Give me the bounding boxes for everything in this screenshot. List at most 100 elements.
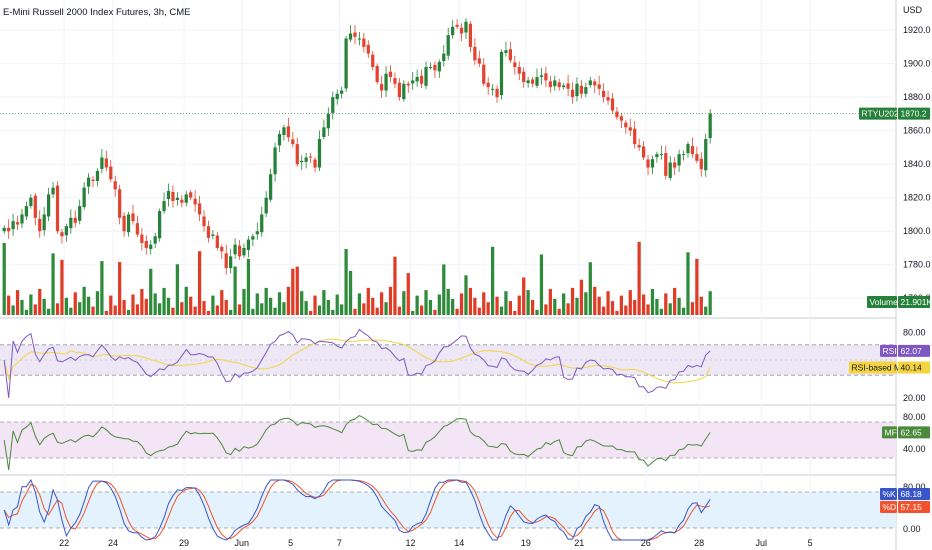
candle-body bbox=[86, 177, 91, 187]
volume-bar bbox=[593, 286, 597, 315]
volume-bar bbox=[610, 301, 615, 315]
candle-body bbox=[162, 201, 166, 212]
candle-body bbox=[397, 82, 401, 98]
mf-name-tag-bg bbox=[882, 426, 897, 439]
candle-body bbox=[313, 159, 317, 168]
volume-bar bbox=[459, 293, 464, 315]
volume-bar bbox=[508, 301, 512, 315]
d-name-tag: %D bbox=[883, 502, 897, 512]
rsi-name-tag: RSI bbox=[883, 346, 897, 356]
volume-bar bbox=[193, 306, 197, 315]
chart-title: E-Mini Russell 2000 Index Futures, 3h, C… bbox=[3, 7, 190, 18]
time-tick-label: Jul bbox=[755, 538, 767, 548]
candle-body bbox=[153, 236, 157, 244]
mf-value-tag: 62.65 bbox=[901, 427, 923, 437]
candle-body bbox=[322, 127, 326, 138]
price-tick-label: 1820.0 bbox=[903, 193, 931, 203]
volume-bar bbox=[135, 304, 140, 315]
time-tick-label: 5 bbox=[288, 538, 293, 548]
candle-body bbox=[553, 80, 557, 87]
volume-bar bbox=[375, 307, 379, 315]
volume-bar bbox=[51, 253, 55, 315]
candle-body bbox=[628, 127, 632, 131]
candle-body bbox=[215, 235, 219, 248]
volume-bar bbox=[615, 311, 619, 315]
volume-bar bbox=[566, 303, 570, 315]
candle-body bbox=[126, 214, 131, 233]
volume-bar bbox=[215, 305, 219, 315]
volume-bar bbox=[344, 249, 348, 315]
time-tick-label: 14 bbox=[454, 538, 464, 548]
volume-bar bbox=[202, 301, 206, 315]
candle-body bbox=[562, 85, 566, 88]
volume-bar bbox=[264, 287, 268, 315]
mf-value-tag-bg bbox=[898, 426, 930, 439]
candle-body bbox=[118, 189, 122, 218]
candle-body bbox=[15, 222, 20, 225]
candle-body bbox=[282, 127, 286, 136]
volume-bar bbox=[539, 254, 544, 315]
candle-body bbox=[277, 134, 282, 146]
candlesticks[interactable] bbox=[2, 18, 712, 275]
candle-body bbox=[615, 111, 619, 118]
candle-body bbox=[317, 139, 322, 168]
volume-bar bbox=[499, 306, 504, 315]
volume-bar bbox=[686, 252, 690, 315]
time-tick-label: 28 bbox=[694, 538, 704, 548]
candle-body bbox=[393, 78, 397, 84]
volume-bar bbox=[633, 300, 637, 315]
candle-body bbox=[255, 231, 259, 235]
volume-bar bbox=[646, 304, 650, 315]
candle-body bbox=[522, 71, 526, 83]
candle-body bbox=[597, 84, 601, 89]
volume-bar bbox=[637, 241, 641, 315]
volume-bar bbox=[38, 289, 42, 315]
volume-bar bbox=[95, 291, 100, 315]
candle-body bbox=[140, 234, 144, 243]
volume-bar bbox=[11, 305, 15, 315]
time-axis[interactable]: 22 24 29 Jun 5 7 12 14 19 21 26 28 Jul 5 bbox=[59, 538, 812, 548]
k-name-tag-bg bbox=[880, 488, 897, 500]
candle-body bbox=[273, 147, 277, 175]
candle-body bbox=[451, 26, 455, 36]
candle-body bbox=[95, 170, 100, 181]
volume-bar bbox=[397, 306, 401, 315]
volume-bar bbox=[486, 302, 490, 315]
candle-body bbox=[681, 154, 686, 156]
candle-body bbox=[158, 211, 162, 239]
volume-bar bbox=[548, 289, 552, 315]
candle-body bbox=[406, 83, 410, 86]
volume-bar bbox=[277, 292, 282, 315]
volume-bar bbox=[655, 298, 659, 315]
volume-name-tag-bg bbox=[867, 296, 897, 308]
volume-bar bbox=[477, 307, 481, 315]
volume-bar bbox=[357, 293, 362, 315]
volume-bar bbox=[175, 264, 179, 315]
volume-bar bbox=[513, 311, 517, 315]
candle-body bbox=[224, 253, 228, 269]
candle-body bbox=[557, 82, 561, 88]
candle-body bbox=[468, 23, 473, 47]
volume-bar bbox=[162, 287, 166, 315]
volume-bar bbox=[24, 309, 29, 315]
volume-bar bbox=[29, 294, 33, 315]
volume-bar bbox=[602, 306, 606, 315]
candle-body bbox=[517, 67, 521, 74]
time-tick-label: 29 bbox=[179, 538, 189, 548]
candle-body bbox=[91, 179, 95, 181]
candle-body bbox=[206, 226, 211, 238]
candle-body bbox=[251, 236, 255, 240]
candle-body bbox=[308, 156, 313, 158]
candle-body bbox=[402, 83, 406, 100]
volume-bar bbox=[371, 297, 375, 315]
candle-body bbox=[104, 158, 108, 168]
price-axis[interactable]: 1920.0 1900.0 1880.0 1860.0 1840.0 1820.0 1800… bbox=[903, 25, 931, 534]
time-tick-label: 7 bbox=[337, 538, 342, 548]
volume-bar bbox=[313, 295, 317, 315]
volume-bar bbox=[491, 246, 495, 315]
candle-body bbox=[229, 256, 233, 269]
price-tick-label: 1880.0 bbox=[903, 92, 931, 102]
currency-label: USD bbox=[903, 5, 923, 15]
volume-bar bbox=[15, 290, 20, 315]
